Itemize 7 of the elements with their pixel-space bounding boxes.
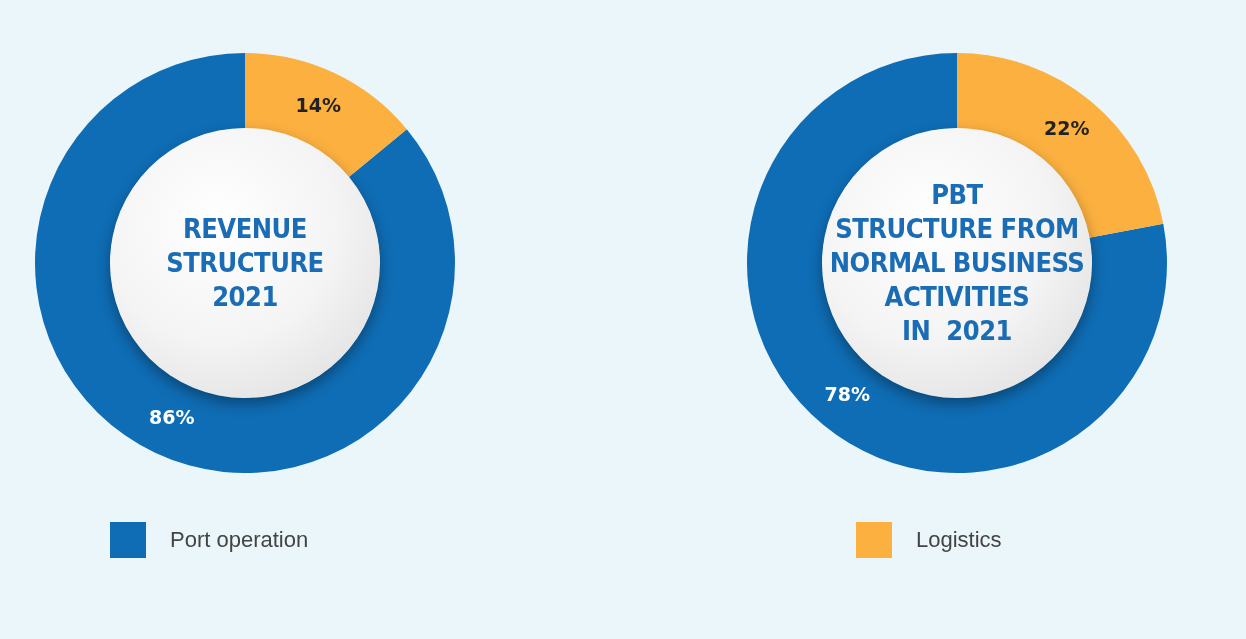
data-label: 14%	[295, 94, 342, 117]
legend-label: Logistics	[916, 527, 1002, 553]
data-label: 86%	[148, 405, 195, 428]
text: PBT STRUCTURE FROM NORMAL BUSINESS ACTIVITIES IN 2021	[829, 179, 1085, 346]
legend-label: Port operation	[170, 527, 309, 553]
data-label: 22%	[1044, 117, 1090, 140]
data-label: 78%	[824, 382, 870, 405]
